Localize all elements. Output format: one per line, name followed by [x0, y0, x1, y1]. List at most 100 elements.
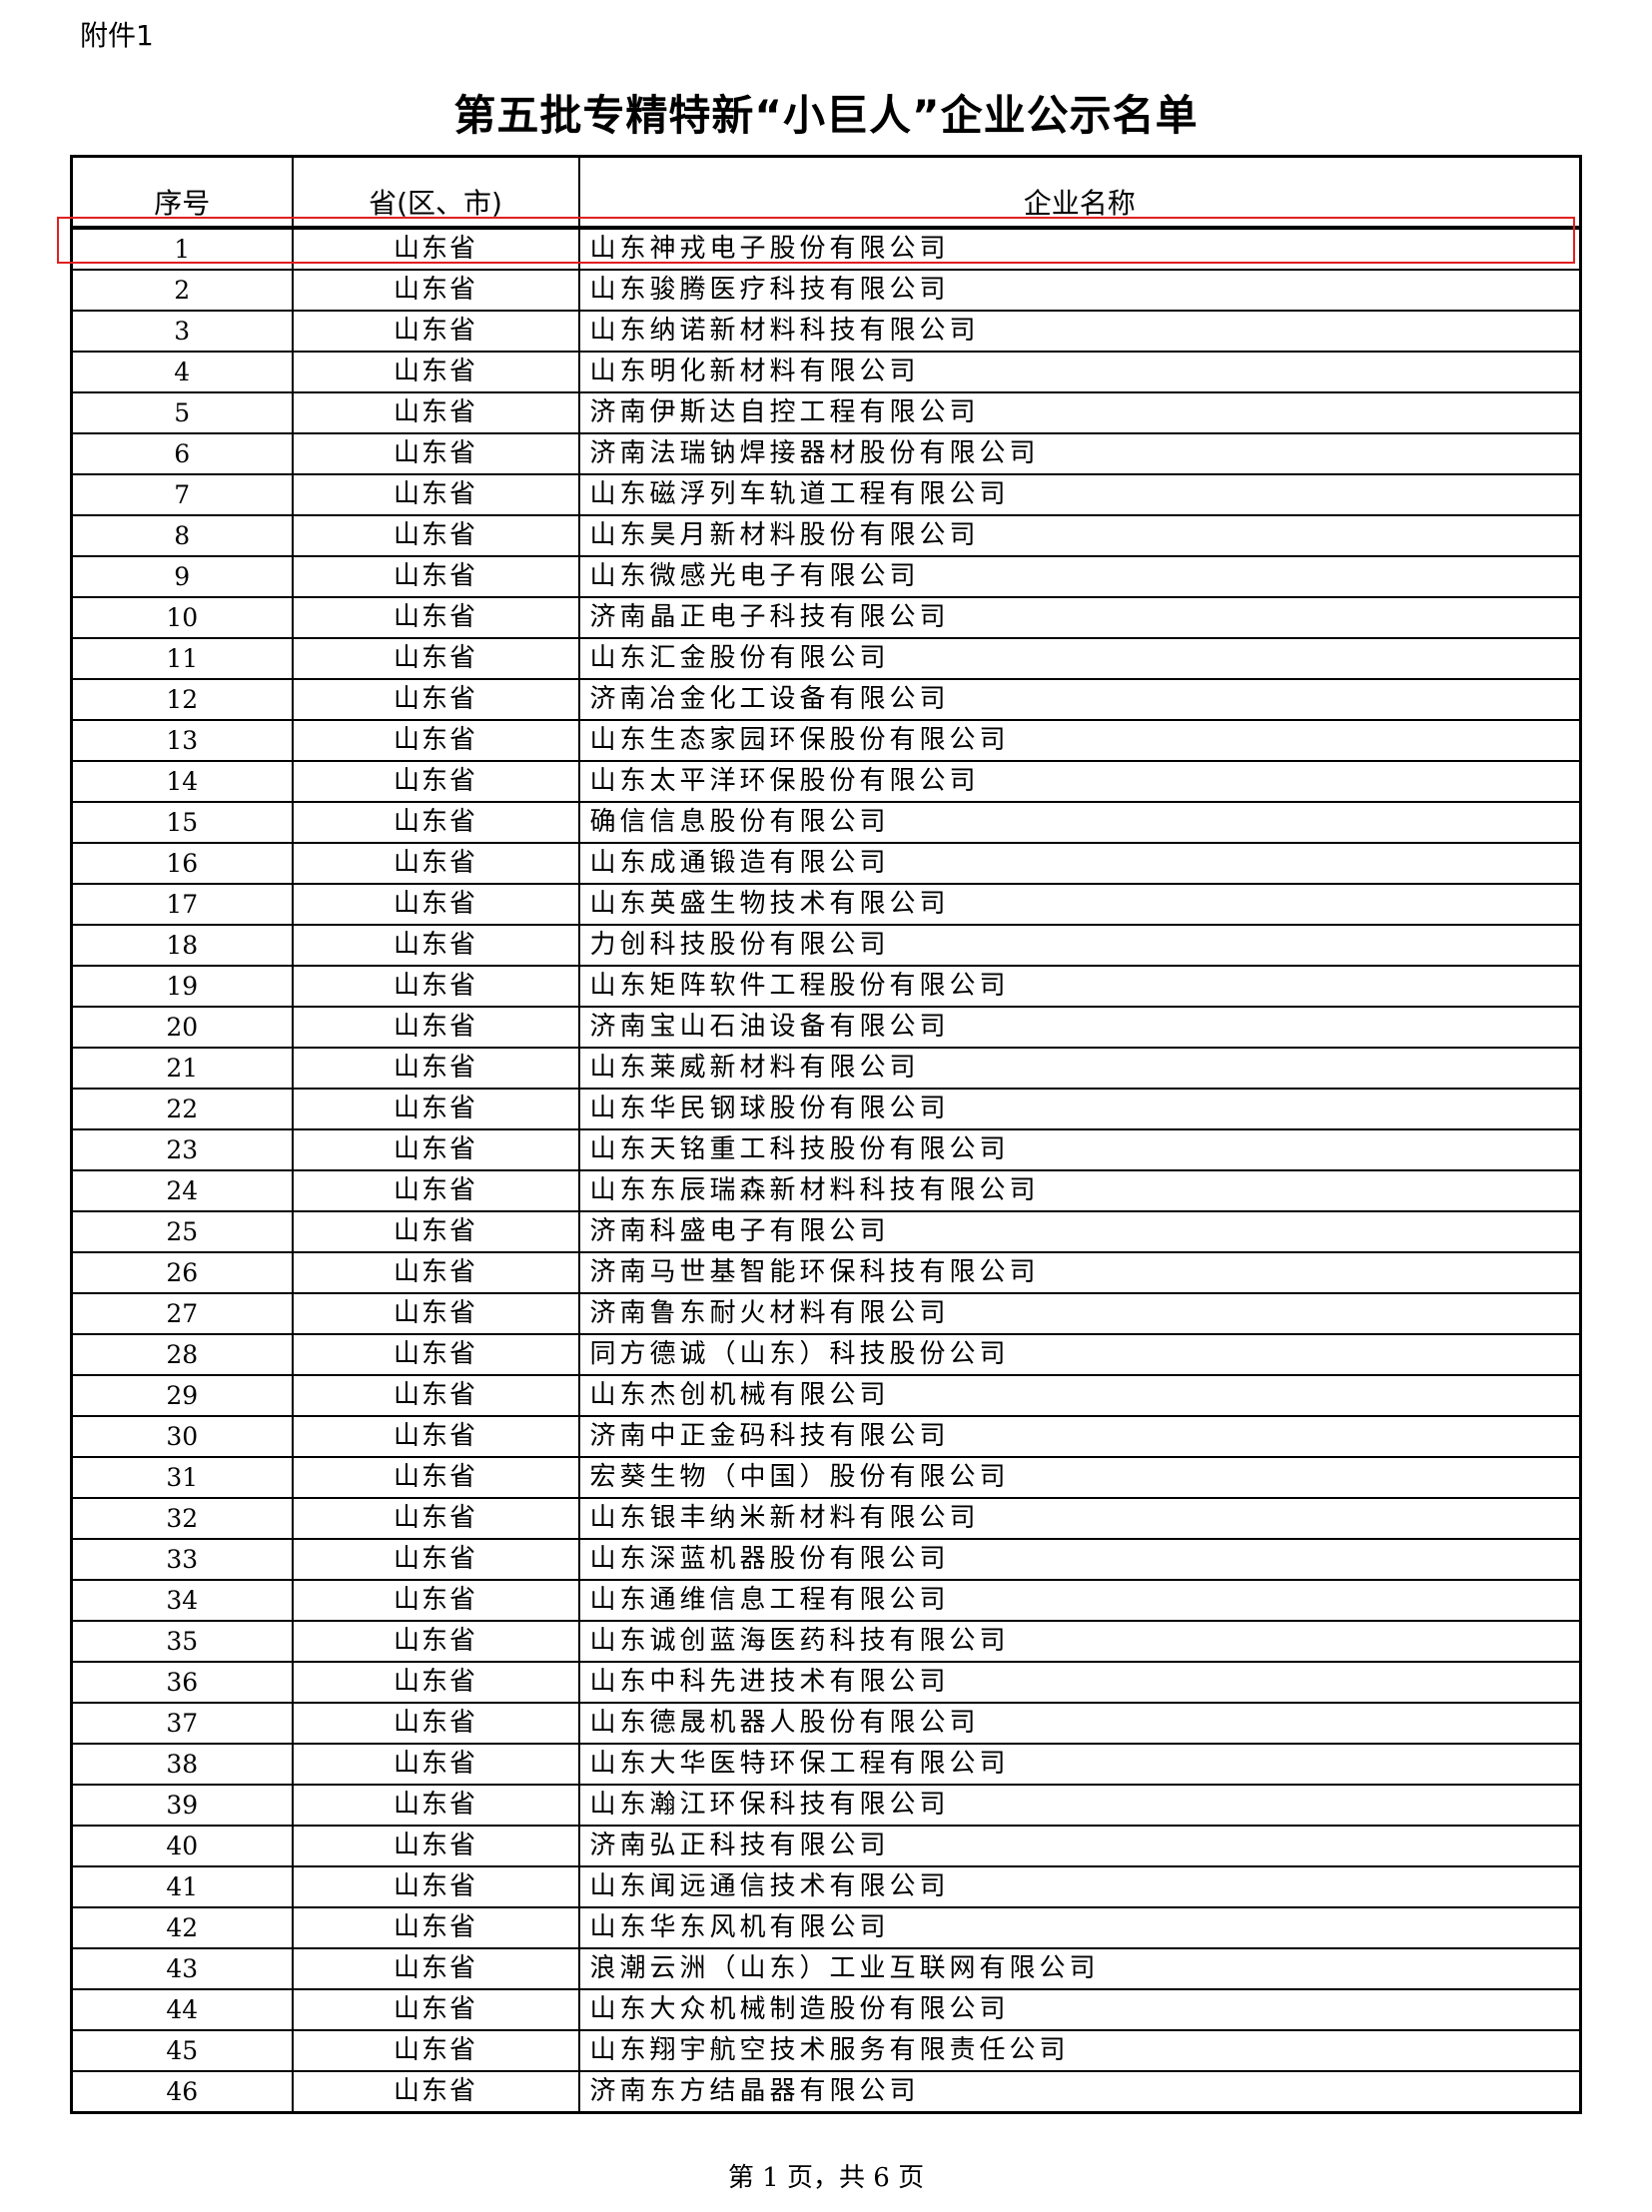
serial-number: 39 — [70, 1784, 294, 1827]
company-name-cell: 力创科技股份有限公司 — [577, 924, 1582, 967]
page-footer: 第 1 页，共 6 页 — [727, 2163, 925, 2193]
serial-number: 31 — [70, 1456, 294, 1499]
serial-number: 25 — [70, 1210, 294, 1253]
company-name-cell: 山东明化新材料有限公司 — [577, 351, 1582, 393]
province-cell: 山东省 — [291, 1169, 580, 1212]
province-cell: 山东省 — [291, 883, 580, 926]
company-name-cell: 山东华民钢球股份有限公司 — [577, 1088, 1582, 1130]
table-row: 38 山东省 山东大华医特环保工程有限公司 — [70, 1743, 1582, 1786]
table-row: 18 山东省 力创科技股份有限公司 — [70, 924, 1582, 967]
company-name-cell: 山东神戎电子股份有限公司 — [577, 227, 1582, 271]
province-cell: 山东省 — [291, 2070, 580, 2114]
province-cell: 山东省 — [291, 351, 580, 393]
province-cell: 山东省 — [291, 432, 580, 475]
serial-number: 9 — [70, 555, 294, 598]
table-row: 21 山东省 山东莱威新材料有限公司 — [70, 1047, 1582, 1090]
table-row: 40 山东省 济南弘正科技有限公司 — [70, 1825, 1582, 1867]
table-row: 17 山东省 山东英盛生物技术有限公司 — [70, 883, 1582, 926]
province-cell: 山东省 — [291, 391, 580, 434]
serial-number: 22 — [70, 1088, 294, 1130]
company-name-cell: 山东汇金股份有限公司 — [577, 637, 1582, 680]
serial-number: 29 — [70, 1374, 294, 1417]
company-name-cell: 山东莱威新材料有限公司 — [577, 1047, 1582, 1090]
province-cell: 山东省 — [291, 1579, 580, 1622]
serial-number: 30 — [70, 1415, 294, 1458]
serial-number: 36 — [70, 1661, 294, 1704]
company-name-cell: 山东闻远通信技术有限公司 — [577, 1865, 1582, 1908]
company-name-cell: 山东微感光电子有限公司 — [577, 555, 1582, 598]
company-name-cell: 山东翔宇航空技术服务有限责任公司 — [577, 2029, 1582, 2072]
table-row: 26 山东省 济南马世基智能环保科技有限公司 — [70, 1251, 1582, 1294]
serial-number: 41 — [70, 1865, 294, 1908]
serial-number: 38 — [70, 1743, 294, 1786]
serial-number: 3 — [70, 310, 294, 353]
company-name-cell: 山东生态家园环保股份有限公司 — [577, 719, 1582, 762]
table-row: 2 山东省 山东骏腾医疗科技有限公司 — [70, 269, 1582, 312]
province-cell: 山东省 — [291, 310, 580, 353]
table-row: 7 山东省 山东磁浮列车轨道工程有限公司 — [70, 473, 1582, 516]
company-name-cell: 山东矩阵软件工程股份有限公司 — [577, 965, 1582, 1008]
table-row: 37 山东省 山东德晟机器人股份有限公司 — [70, 1702, 1582, 1745]
province-cell: 山东省 — [291, 842, 580, 885]
table-row: 24 山东省 山东东辰瑞森新材料科技有限公司 — [70, 1169, 1582, 1212]
serial-number: 19 — [70, 965, 294, 1008]
company-name-cell: 山东纳诺新材料科技有限公司 — [577, 310, 1582, 353]
province-cell: 山东省 — [291, 1006, 580, 1049]
company-name-cell: 山东深蓝机器股份有限公司 — [577, 1538, 1582, 1581]
serial-number: 2 — [70, 269, 294, 312]
table-row: 32 山东省 山东银丰纳米新材料有限公司 — [70, 1497, 1582, 1540]
table-row: 41 山东省 山东闻远通信技术有限公司 — [70, 1865, 1582, 1908]
serial-number: 37 — [70, 1702, 294, 1745]
company-name-cell: 确信信息股份有限公司 — [577, 801, 1582, 844]
table-row: 1 山东省 山东神戎电子股份有限公司 — [70, 227, 1582, 271]
company-name-cell: 山东天铭重工科技股份有限公司 — [577, 1128, 1582, 1171]
table-row: 45 山东省 山东翔宇航空技术服务有限责任公司 — [70, 2029, 1582, 2072]
company-name-cell: 山东太平洋环保股份有限公司 — [577, 760, 1582, 803]
company-list-table: 序号 省(区、市) 企业名称 1 山东省 山东神戎电子股份有限公司 2 山东省 山东骏腾医… — [70, 155, 1582, 2114]
serial-number: 16 — [70, 842, 294, 885]
table-row: 29 山东省 山东杰创机械有限公司 — [70, 1374, 1582, 1417]
serial-number: 46 — [70, 2070, 294, 2114]
serial-number: 1 — [70, 227, 294, 271]
company-name-cell: 同方德诚（山东）科技股份公司 — [577, 1333, 1582, 1376]
header-province: 省(区、市) — [291, 155, 580, 229]
serial-number: 14 — [70, 760, 294, 803]
table-row: 46 山东省 济南东方结晶器有限公司 — [70, 2070, 1582, 2114]
serial-number: 18 — [70, 924, 294, 967]
table-row: 23 山东省 山东天铭重工科技股份有限公司 — [70, 1128, 1582, 1171]
province-cell: 山东省 — [291, 2029, 580, 2072]
company-name-cell: 山东大华医特环保工程有限公司 — [577, 1743, 1582, 1786]
company-name-cell: 山东银丰纳米新材料有限公司 — [577, 1497, 1582, 1540]
serial-number: 42 — [70, 1906, 294, 1949]
company-name-cell: 济南宝山石油设备有限公司 — [577, 1006, 1582, 1049]
province-cell: 山东省 — [291, 1128, 580, 1171]
serial-number: 5 — [70, 391, 294, 434]
province-cell: 山东省 — [291, 1210, 580, 1253]
attachment-label: 附件1 — [80, 19, 154, 52]
table-row: 36 山东省 山东中科先进技术有限公司 — [70, 1661, 1582, 1704]
province-cell: 山东省 — [291, 1865, 580, 1908]
table-row: 33 山东省 山东深蓝机器股份有限公司 — [70, 1538, 1582, 1581]
serial-number: 17 — [70, 883, 294, 926]
province-cell: 山东省 — [291, 1906, 580, 1949]
province-cell: 山东省 — [291, 1743, 580, 1786]
province-cell: 山东省 — [291, 1988, 580, 2031]
table-row: 22 山东省 山东华民钢球股份有限公司 — [70, 1088, 1582, 1130]
company-name-cell: 济南马世基智能环保科技有限公司 — [577, 1251, 1582, 1294]
province-cell: 山东省 — [291, 596, 580, 639]
table-row: 25 山东省 济南科盛电子有限公司 — [70, 1210, 1582, 1253]
table-row: 14 山东省 山东太平洋环保股份有限公司 — [70, 760, 1582, 803]
company-name-cell: 济南中正金码科技有限公司 — [577, 1415, 1582, 1458]
table-row: 11 山东省 山东汇金股份有限公司 — [70, 637, 1582, 680]
table-row: 12 山东省 济南冶金化工设备有限公司 — [70, 678, 1582, 721]
company-name-cell: 济南科盛电子有限公司 — [577, 1210, 1582, 1253]
table-header-row: 序号 省(区、市) 企业名称 — [70, 155, 1582, 229]
province-cell: 山东省 — [291, 1047, 580, 1090]
serial-number: 15 — [70, 801, 294, 844]
province-cell: 山东省 — [291, 1497, 580, 1540]
province-cell: 山东省 — [291, 801, 580, 844]
company-name-cell: 济南鲁东耐火材料有限公司 — [577, 1292, 1582, 1335]
company-name-cell: 山东中科先进技术有限公司 — [577, 1661, 1582, 1704]
page-title: 第五批专精特新“小巨人”企业公示名单 — [453, 91, 1199, 140]
table-row: 44 山东省 山东大众机械制造股份有限公司 — [70, 1988, 1582, 2031]
